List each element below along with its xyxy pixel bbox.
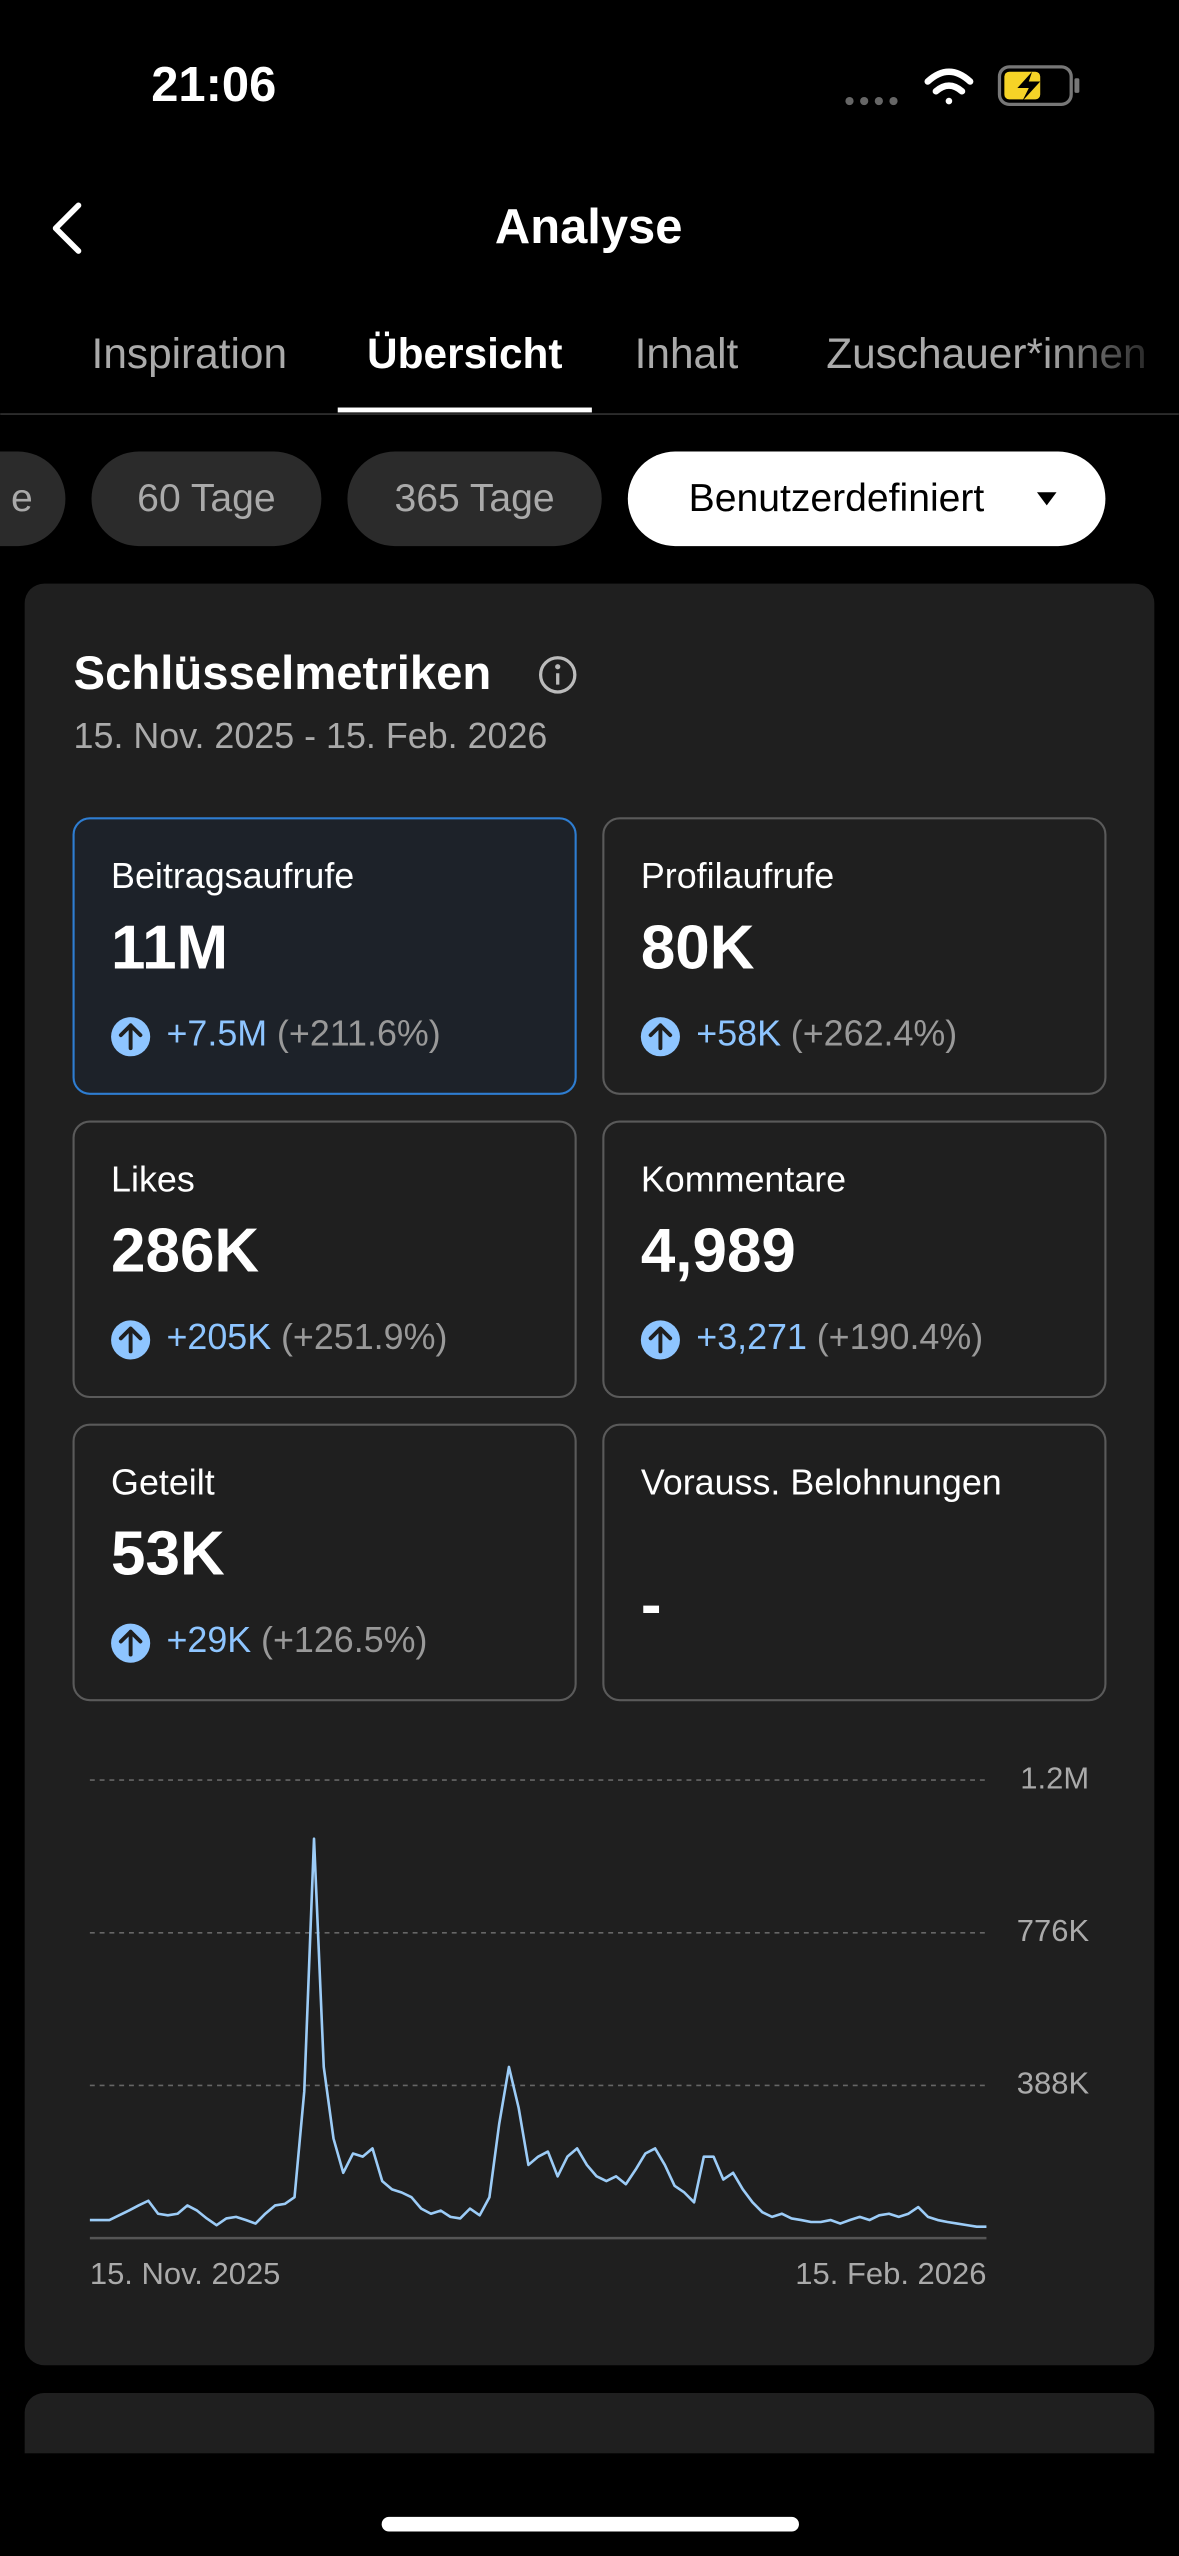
metric-change-pct: (+251.9%)	[281, 1317, 447, 1357]
period-chip[interactable]	[91, 451, 322, 547]
period-chip[interactable]	[0, 451, 66, 547]
metric-change-abs: +29K	[166, 1621, 251, 1661]
metric-change-abs: +205K	[166, 1317, 271, 1357]
change-arrow	[118, 1023, 143, 1051]
tab[interactable]: Inspiration	[92, 330, 288, 377]
tab[interactable]: Übersicht	[367, 330, 562, 377]
tab-bar: Inspiration Übersicht Inhalt Zuschauer*inne…	[92, 330, 1147, 413]
period-chips: e 60 Tage 365 Tage	[0, 451, 602, 547]
metric-change: +7.5M (+211.6%)	[166, 1014, 440, 1054]
metric-label: Vorauss. Belohnungen	[641, 1462, 1002, 1502]
period-chip[interactable]	[347, 451, 602, 547]
metric-tile[interactable]	[72, 1423, 577, 1702]
x-tick-label: 15. Feb. 2026	[795, 2256, 986, 2291]
signal-icon	[845, 96, 898, 106]
x-tick-label: 15. Nov. 2025	[90, 2256, 281, 2291]
metric-label: Beitragsaufrufe	[111, 856, 354, 896]
bottom-area	[0, 2453, 1179, 2556]
data-line	[89, 1837, 987, 2229]
metric-grid: Beitragsaufrufe 11M +7.5M (+211.6%) Profilau…	[72, 817, 1107, 1702]
change-arrow	[648, 1326, 673, 1354]
metric-value: 80K	[641, 913, 755, 982]
y-tick-label: 388K	[1017, 2066, 1090, 2101]
status-time: 21:06	[151, 58, 276, 112]
metric-change-pct: (+190.4%)	[817, 1317, 983, 1357]
metric-value: -	[641, 1570, 662, 1639]
metric-change-pct: (+262.4%)	[791, 1014, 957, 1054]
line-chart: 388K 776K 1.2M 15. Nov. 2025 15. Feb. 2026	[90, 1760, 1090, 2291]
y-tick-label: 1.2M	[1020, 1760, 1089, 1795]
metric-change: +29K (+126.5%)	[166, 1621, 427, 1661]
metric-value: 11M	[111, 913, 228, 982]
tab-fade	[1043, 293, 1179, 408]
metric-change-pct: (+126.5%)	[261, 1621, 427, 1661]
card-date-range: 15. Nov. 2025 - 15. Feb. 2026	[74, 716, 548, 756]
metric-label: Likes	[111, 1159, 195, 1199]
change-arrow	[118, 1629, 143, 1657]
card-title: Schlüsselmetriken	[74, 647, 492, 700]
metric-change-abs: +7.5M	[166, 1014, 267, 1054]
change-arrow	[118, 1326, 143, 1354]
period-chip-label[interactable]: 365 Tage	[394, 477, 554, 520]
metric-label: Kommentare	[641, 1159, 846, 1199]
metric-tile[interactable]	[72, 1120, 577, 1399]
metric-value: 286K	[111, 1217, 259, 1286]
metric-change-abs: +58K	[696, 1014, 781, 1054]
tab[interactable]: Inhalt	[635, 330, 739, 377]
metric-value: 4,989	[641, 1217, 796, 1286]
metric-label: Profilaufrufe	[641, 856, 834, 896]
period-chip-label[interactable]: e	[11, 477, 33, 520]
metric-value: 53K	[111, 1520, 225, 1589]
metric-change-pct: (+211.6%)	[277, 1014, 441, 1054]
metric-tile[interactable]	[602, 1423, 1107, 1702]
y-tick-label: 776K	[1017, 1913, 1090, 1948]
tab-underline	[337, 407, 592, 413]
metric-label: Geteilt	[111, 1462, 215, 1502]
info-icon[interactable]	[538, 656, 577, 694]
page-title: Analyse	[495, 200, 683, 254]
range-dropdown-label[interactable]: Benutzerdefiniert	[689, 477, 985, 520]
period-chip-label[interactable]: 60 Tage	[137, 477, 275, 520]
home-indicator	[381, 2516, 799, 2532]
wifi-icon	[924, 68, 974, 105]
back-button[interactable]	[52, 202, 82, 254]
range-dropdown[interactable]	[627, 451, 1106, 547]
metric-tile[interactable]	[602, 1120, 1107, 1399]
metric-change: +3,271 (+190.4%)	[696, 1317, 983, 1357]
metric-tile[interactable]	[72, 817, 577, 1095]
metric-tile[interactable]	[602, 817, 1107, 1095]
dropdown-arrow	[1036, 492, 1057, 506]
change-arrow	[648, 1023, 673, 1051]
metric-change-abs: +3,271	[696, 1317, 807, 1357]
metric-change: +58K (+262.4%)	[696, 1014, 957, 1054]
battery-icon	[997, 65, 1080, 106]
metric-change: +205K (+251.9%)	[166, 1317, 447, 1357]
